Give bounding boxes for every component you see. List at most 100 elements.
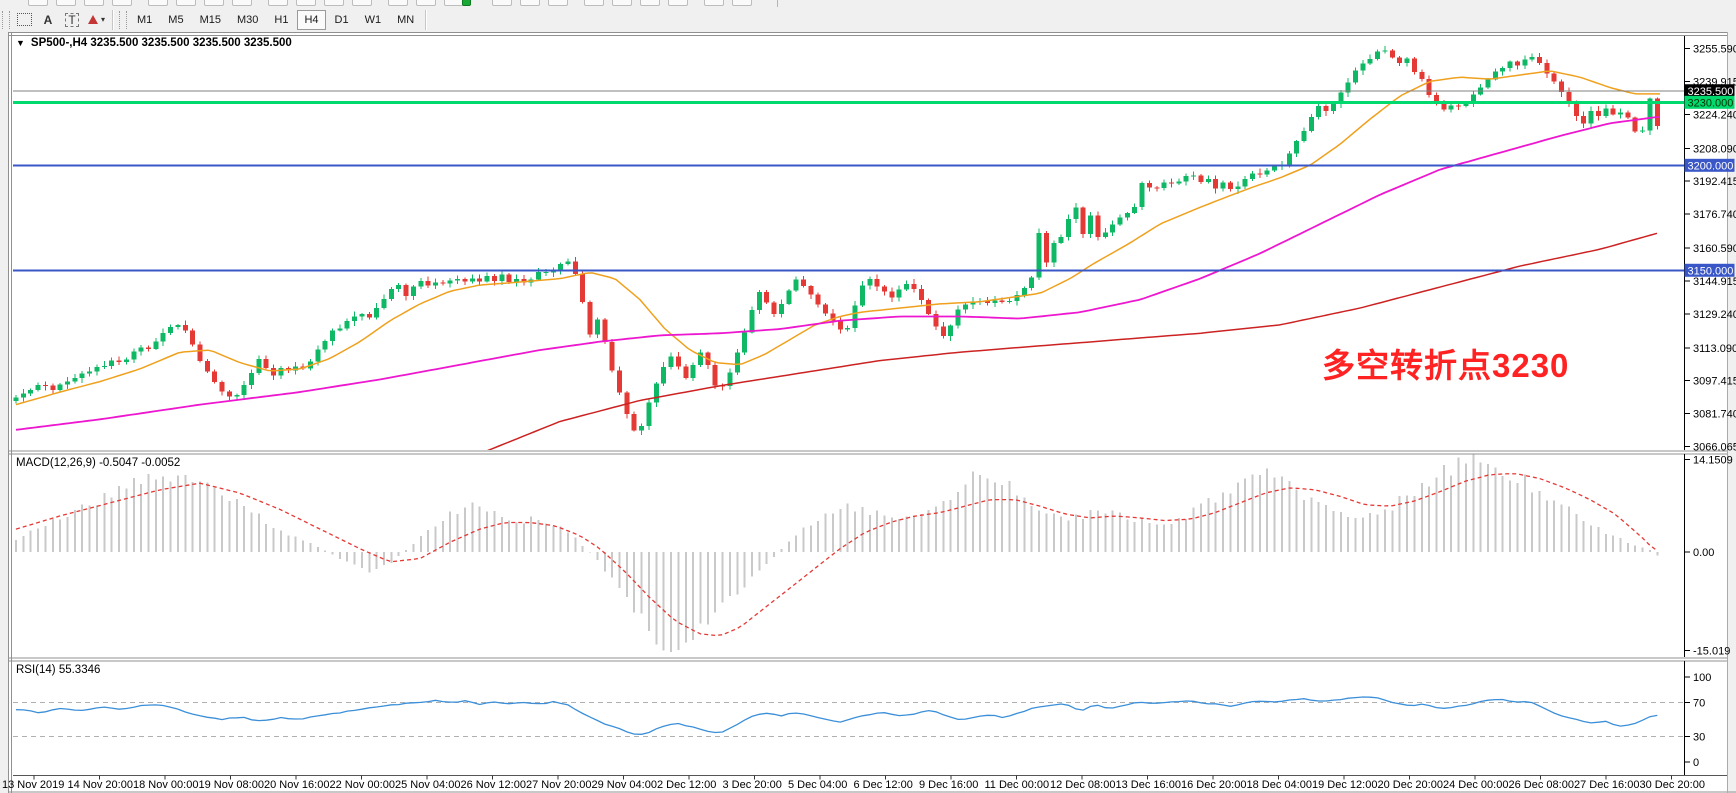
- svg-text:3208.090: 3208.090: [1693, 143, 1736, 155]
- svg-text:5 Dec 04:00: 5 Dec 04:00: [788, 779, 847, 791]
- svg-text:3066.065: 3066.065: [1693, 441, 1736, 453]
- toolbar-button-partial[interactable]: [548, 0, 568, 6]
- svg-text:3200.000: 3200.000: [1688, 160, 1734, 172]
- toolbar-button-partial-green[interactable]: [462, 0, 471, 6]
- toolbar-button-partial[interactable]: [584, 0, 604, 6]
- svg-text:100: 100: [1693, 672, 1711, 684]
- arrow-styles-button[interactable]: ▾: [85, 9, 108, 30]
- symbol-dropdown-icon[interactable]: ▼: [16, 38, 25, 48]
- toolbar-row-clipped: [0, 0, 778, 7]
- chart-canvas[interactable]: 3255.5903239.9153224.2403208.0903192.415…: [0, 32, 1736, 793]
- timeframe-m1[interactable]: M1: [137, 13, 153, 26]
- svg-text:24 Dec 00:00: 24 Dec 00:00: [1443, 779, 1508, 791]
- svg-text:18 Dec 04:00: 18 Dec 04:00: [1247, 779, 1312, 791]
- toolbar-button-partial[interactable]: [232, 0, 252, 6]
- svg-text:2 Dec 12:00: 2 Dec 12:00: [657, 779, 716, 791]
- timeframe-d1[interactable]: D1: [334, 13, 349, 26]
- svg-text:12 Dec 08:00: 12 Dec 08:00: [1050, 779, 1115, 791]
- toolbar-button-partial[interactable]: [84, 0, 104, 6]
- chart-title-text: SP500-,H4 3235.500 3235.500 3235.500 323…: [30, 37, 292, 49]
- svg-text:14 Nov 20:00: 14 Nov 20:00: [68, 779, 133, 791]
- svg-text:13 Dec 16:00: 13 Dec 16:00: [1116, 779, 1181, 791]
- toolbar-button-partial[interactable]: [668, 0, 688, 6]
- text-label-icon: T: [65, 12, 79, 27]
- svg-text:3176.740: 3176.740: [1693, 209, 1736, 221]
- text-tool-icon: A: [43, 12, 53, 27]
- toolbar-button-partial[interactable]: [704, 0, 724, 6]
- text-label-tool-button[interactable]: T: [61, 9, 83, 30]
- svg-text:11 Dec 00:00: 11 Dec 00:00: [985, 779, 1050, 791]
- arrows-icon: [88, 15, 98, 24]
- toolbar-button-partial[interactable]: [388, 0, 408, 6]
- toolbar-grip[interactable]: [2, 10, 10, 29]
- toolbar-button-partial[interactable]: [148, 0, 168, 6]
- toolbar-button-partial[interactable]: [296, 0, 316, 6]
- timeframe-w1[interactable]: W1: [364, 13, 382, 26]
- svg-text:3097.415: 3097.415: [1693, 376, 1736, 388]
- svg-text:13 Nov 2019: 13 Nov 2019: [2, 779, 64, 791]
- svg-text:0.00: 0.00: [1693, 547, 1714, 559]
- svg-text:22 Nov 00:00: 22 Nov 00:00: [330, 779, 395, 791]
- svg-text:3129.240: 3129.240: [1693, 309, 1736, 321]
- toolbar-button-partial[interactable]: [444, 0, 464, 6]
- svg-text:3113.090: 3113.090: [1693, 343, 1736, 355]
- svg-text:30: 30: [1693, 732, 1705, 744]
- timeframe-m15[interactable]: M15: [199, 13, 221, 26]
- svg-text:3081.740: 3081.740: [1693, 409, 1736, 421]
- toolbar-button-partial[interactable]: [640, 0, 660, 6]
- timeframe-m30[interactable]: M30: [236, 13, 259, 26]
- toolbar-button-partial[interactable]: [112, 0, 132, 6]
- svg-text:19 Dec 12:00: 19 Dec 12:00: [1312, 779, 1377, 791]
- macd-indicator-label: MACD(12,26,9) -0.5047 -0.0052: [16, 457, 181, 469]
- svg-text:3235.500: 3235.500: [1688, 86, 1734, 98]
- svg-text:-15.019: -15.019: [1693, 645, 1730, 657]
- timeframe-toolbar: M1 M5 M15 M30 H1 H4 D1 W1 MN: [129, 9, 422, 30]
- timeframe-toolbar-grip[interactable]: [119, 10, 128, 29]
- toolbar-button-partial[interactable]: [56, 0, 76, 6]
- timeframe-mn[interactable]: MN: [397, 13, 415, 26]
- timeframe-h4[interactable]: H4: [297, 9, 326, 30]
- toolbar-button-partial[interactable]: [28, 0, 48, 6]
- crosshair-tool-button[interactable]: [13, 9, 35, 30]
- crosshair-icon: [16, 13, 32, 26]
- svg-text:3255.590: 3255.590: [1693, 44, 1736, 56]
- toolbar-button-partial[interactable]: [520, 0, 540, 6]
- timeframe-h1[interactable]: H1: [274, 13, 289, 26]
- text-tool-button[interactable]: A: [37, 9, 59, 30]
- svg-text:3 Dec 20:00: 3 Dec 20:00: [723, 779, 782, 791]
- toolbar-button-partial[interactable]: [492, 0, 512, 6]
- toolbar-button-partial[interactable]: [324, 0, 344, 6]
- svg-text:3150.000: 3150.000: [1688, 265, 1734, 277]
- toolbar-separator: [425, 9, 428, 30]
- svg-text:14.1509: 14.1509: [1693, 454, 1733, 466]
- toolbar-row: A T ▾ M1 M5 M15 M30 H1 H4 D1 W1 MN: [0, 7, 1736, 32]
- dropdown-caret-icon: ▾: [101, 15, 106, 24]
- svg-text:19 Nov 08:00: 19 Nov 08:00: [199, 779, 264, 791]
- svg-text:3144.915: 3144.915: [1693, 276, 1736, 288]
- toolbar-button-partial[interactable]: [176, 0, 196, 6]
- toolbar-button-partial[interactable]: [204, 0, 224, 6]
- svg-text:16 Dec 20:00: 16 Dec 20:00: [1181, 779, 1246, 791]
- svg-text:27 Dec 16:00: 27 Dec 16:00: [1574, 779, 1639, 791]
- toolbar-separator: [112, 9, 115, 30]
- svg-text:3230.000: 3230.000: [1688, 97, 1734, 109]
- svg-text:25 Nov 04:00: 25 Nov 04:00: [395, 779, 460, 791]
- toolbar-button-partial[interactable]: [416, 0, 436, 6]
- toolbar-button-partial[interactable]: [612, 0, 632, 6]
- toolbar-button-partial[interactable]: [732, 0, 752, 6]
- svg-text:0: 0: [1693, 757, 1699, 769]
- svg-text:20 Nov 16:00: 20 Nov 16:00: [264, 779, 329, 791]
- svg-text:30 Dec 20:00: 30 Dec 20:00: [1640, 779, 1705, 791]
- svg-text:18 Nov 00:00: 18 Nov 00:00: [133, 779, 198, 791]
- svg-text:29 Nov 04:00: 29 Nov 04:00: [592, 779, 657, 791]
- rsi-indicator-label: RSI(14) 55.3346: [16, 664, 101, 676]
- toolbar-button-partial[interactable]: [268, 0, 288, 6]
- timeframe-m5[interactable]: M5: [168, 13, 184, 26]
- svg-text:27 Nov 20:00: 27 Nov 20:00: [526, 779, 591, 791]
- toolbar-button-partial[interactable]: [352, 0, 372, 6]
- chart-title: ▼ SP500-,H4 3235.500 3235.500 3235.500 32…: [16, 37, 292, 49]
- svg-text:20 Dec 20:00: 20 Dec 20:00: [1378, 779, 1443, 791]
- svg-text:26 Nov 12:00: 26 Nov 12:00: [461, 779, 526, 791]
- chart-annotation-text: 多空转折点3230: [1322, 347, 1570, 384]
